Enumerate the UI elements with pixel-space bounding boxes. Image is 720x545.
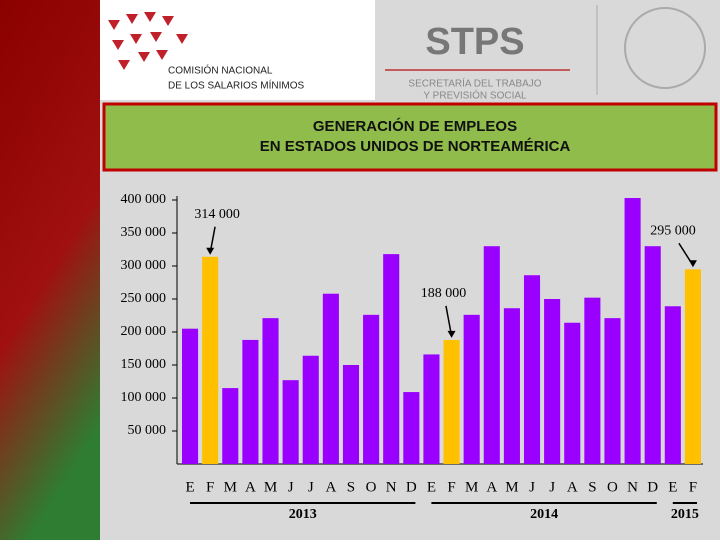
x-tick-label: E	[427, 479, 436, 495]
title-box	[102, 102, 718, 172]
bar	[222, 388, 239, 464]
value-label: 295 000	[650, 224, 696, 239]
x-tick-label: J	[288, 479, 294, 495]
bar	[322, 293, 339, 464]
x-tick-label: E	[668, 479, 677, 495]
bar	[564, 322, 581, 464]
bar	[302, 355, 319, 464]
arrow-head	[688, 260, 697, 268]
x-tick-label: O	[607, 479, 618, 495]
y-tick-label: 100 000	[121, 390, 167, 405]
logo-mark	[108, 12, 188, 70]
bar	[604, 318, 621, 464]
bar	[242, 339, 259, 464]
bar	[544, 299, 561, 464]
arrow-head	[206, 247, 215, 255]
x-tick-label: F	[447, 479, 455, 495]
x-tick-label: M	[505, 479, 518, 495]
y-tick-label: 300 000	[121, 258, 167, 273]
bar	[463, 314, 480, 464]
x-tick-label: S	[347, 479, 355, 495]
bar	[664, 306, 681, 464]
x-tick-label: O	[366, 479, 377, 495]
bar	[262, 318, 279, 464]
x-tick-label: A	[245, 479, 256, 495]
year-label: 2015	[671, 507, 699, 522]
bar	[202, 256, 219, 464]
x-tick-label: E	[185, 479, 194, 495]
chart-title-line2: EN ESTADOS UNIDOS DE NORTEAMÉRICA	[260, 138, 571, 155]
x-tick-label: M	[224, 479, 237, 495]
bar	[483, 246, 500, 464]
x-tick-label: N	[627, 479, 638, 495]
x-tick-label: J	[529, 479, 535, 495]
x-tick-label: M	[465, 479, 478, 495]
side-strip	[0, 0, 100, 540]
org-line1: COMISIÓN NACIONAL	[168, 64, 273, 77]
agency: STPS	[425, 21, 524, 63]
bar	[624, 198, 641, 464]
value-label: 314 000	[194, 207, 240, 222]
bar	[503, 308, 520, 464]
x-tick-label: F	[689, 479, 697, 495]
x-tick-label: A	[486, 479, 497, 495]
year-label: 2014	[530, 507, 558, 522]
x-tick-label: D	[647, 479, 658, 495]
y-tick-label: 400 000	[121, 192, 167, 207]
x-tick-label: D	[406, 479, 417, 495]
chart-title-line1: GENERACIÓN DE EMPLEOS	[313, 117, 517, 135]
x-tick-label: A	[567, 479, 578, 495]
bar	[363, 314, 380, 464]
agency-line2: Y PREVISIÓN SOCIAL	[423, 89, 527, 102]
bar	[182, 328, 199, 464]
x-tick-label: A	[325, 479, 336, 495]
x-tick-label: N	[386, 479, 397, 495]
bar	[584, 297, 601, 464]
x-tick-label: J	[308, 479, 314, 495]
bar	[443, 339, 460, 464]
x-tick-label: F	[206, 479, 214, 495]
y-tick-label: 150 000	[121, 357, 167, 372]
year-label: 2013	[289, 507, 317, 522]
bar	[383, 254, 400, 464]
bar	[403, 392, 420, 464]
y-tick-label: 200 000	[121, 324, 167, 339]
arrow-head	[447, 330, 456, 338]
x-tick-label: S	[588, 479, 596, 495]
bar	[684, 269, 701, 464]
bar	[423, 354, 440, 464]
y-tick-label: 50 000	[128, 423, 167, 438]
agency-line1: SECRETARÍA DEL TRABAJO	[408, 77, 541, 90]
seal	[624, 7, 706, 89]
bar	[282, 380, 299, 464]
org-line2: DE LOS SALARIOS MÍNIMOS	[168, 79, 304, 92]
value-label: 188 000	[421, 286, 467, 301]
y-tick-label: 350 000	[121, 225, 167, 240]
bar	[644, 246, 661, 464]
x-tick-label: J	[549, 479, 555, 495]
y-tick-label: 250 000	[121, 291, 167, 306]
bar	[342, 365, 360, 464]
x-tick-label: M	[264, 479, 277, 495]
logo-box	[100, 0, 375, 100]
bar	[523, 275, 541, 464]
